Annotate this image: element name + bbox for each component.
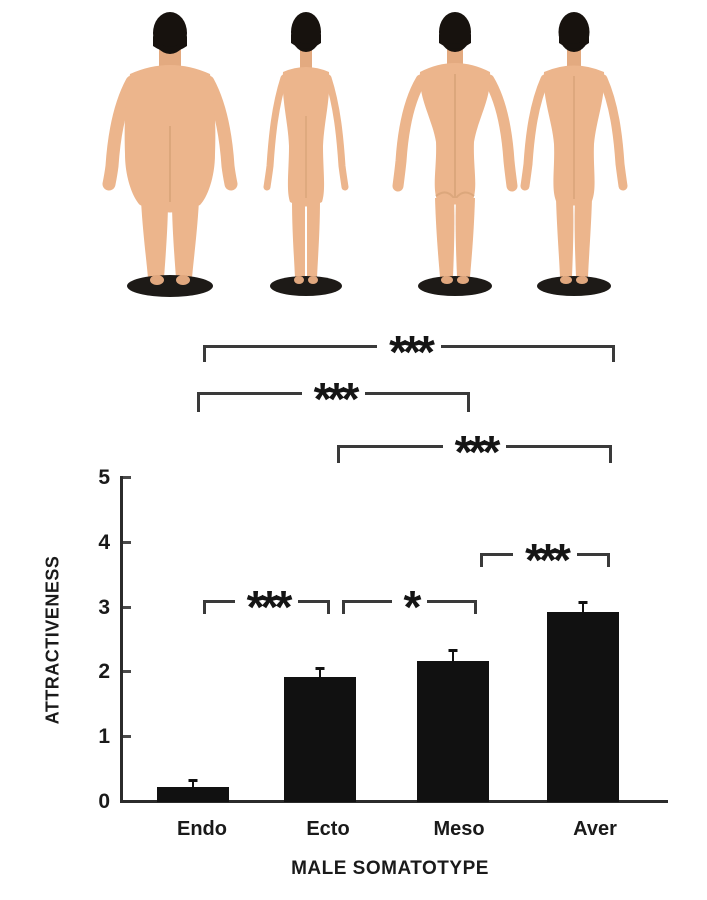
bar-meso bbox=[417, 649, 489, 802]
x-tick-label-ecto: Ecto bbox=[306, 818, 350, 840]
x-tick-label-meso: Meso bbox=[433, 818, 485, 840]
bracket-tick bbox=[197, 392, 200, 412]
bracket-tick bbox=[474, 600, 477, 614]
y-axis bbox=[120, 476, 123, 803]
bracket-tick bbox=[342, 600, 345, 614]
y-axis-label: ATTRACTIVENESS bbox=[42, 555, 63, 725]
bracket-tick bbox=[612, 345, 615, 362]
bar-aver bbox=[547, 601, 619, 802]
bracket-tick bbox=[327, 600, 330, 614]
x-axis-label: MALE SOMATOTYPE bbox=[291, 858, 489, 879]
bracket-line bbox=[440, 345, 612, 348]
error-bar-endo bbox=[192, 779, 194, 787]
bracket-line bbox=[483, 553, 514, 556]
bracket-line bbox=[345, 600, 392, 603]
error-bar-meso bbox=[452, 649, 454, 661]
y-tick-label-5: 5 bbox=[98, 466, 110, 489]
error-bar-ecto bbox=[319, 667, 321, 677]
bracket-line bbox=[506, 445, 609, 448]
significance-bracket-endo-aver: *** bbox=[203, 329, 615, 375]
y-tick-label-4: 4 bbox=[98, 531, 110, 554]
bracket-line bbox=[206, 345, 378, 348]
somatotype-figure-endomorph bbox=[85, 6, 255, 298]
significance-stars: *** bbox=[389, 326, 435, 378]
bracket-line bbox=[576, 553, 607, 556]
y-tick-label-1: 1 bbox=[98, 725, 110, 748]
bracket-tick bbox=[203, 345, 206, 362]
mesomorph-male-body-rear-figure bbox=[392, 12, 518, 296]
endomorph-male-body-rear-figure bbox=[102, 12, 238, 297]
error-bar-aver bbox=[582, 601, 584, 612]
bracket-line bbox=[206, 600, 235, 603]
y-tickmark-3 bbox=[123, 606, 131, 609]
bracket-line bbox=[340, 445, 443, 448]
significance-stars: *** bbox=[313, 373, 360, 425]
somatotype-figure-average bbox=[489, 6, 659, 298]
significance-bracket-meso-aver: *** bbox=[480, 537, 610, 583]
ectomorph-male-body-rear-figure bbox=[263, 12, 349, 296]
bar-endo bbox=[157, 779, 229, 802]
y-tickmark-4 bbox=[123, 541, 131, 544]
x-tick-label-aver: Aver bbox=[573, 818, 617, 840]
significance-bracket-endo-meso: *** bbox=[197, 376, 470, 422]
bracket-line bbox=[298, 600, 327, 603]
x-axis bbox=[120, 800, 668, 803]
bracket-line bbox=[427, 600, 474, 603]
somatotype-figures-row bbox=[0, 0, 707, 305]
y-tickmark-2 bbox=[123, 670, 131, 673]
bracket-tick bbox=[609, 445, 612, 463]
y-tickmark-5 bbox=[123, 476, 131, 479]
bracket-tick bbox=[337, 445, 340, 463]
bracket-tick bbox=[467, 392, 470, 412]
bracket-tick bbox=[203, 600, 206, 614]
y-tick-label-2: 2 bbox=[98, 660, 110, 683]
significance-bracket-endo-ecto: *** bbox=[203, 584, 330, 630]
bracket-tick bbox=[607, 553, 610, 567]
bracket-line bbox=[365, 392, 467, 395]
significance-bracket-ecto-meso: * bbox=[342, 584, 477, 630]
bracket-tick bbox=[480, 553, 483, 567]
y-tick-label-0: 0 bbox=[98, 790, 110, 813]
bracket-line bbox=[200, 392, 302, 395]
significance-stars: *** bbox=[246, 581, 293, 633]
somatotype-figure-ectomorph bbox=[221, 6, 391, 298]
y-tick-label-3: 3 bbox=[98, 596, 110, 619]
significance-stars: * bbox=[403, 581, 422, 633]
significance-bracket-ecto-aver: *** bbox=[337, 429, 612, 475]
significance-stars: *** bbox=[454, 426, 501, 478]
average-male-body-rear-figure bbox=[520, 12, 628, 296]
x-tick-label-endo: Endo bbox=[177, 818, 227, 840]
significance-stars: *** bbox=[525, 534, 571, 586]
somatotype-figure-mesomorph bbox=[370, 6, 540, 298]
bar-ecto bbox=[284, 667, 356, 802]
y-tickmark-1 bbox=[123, 735, 131, 738]
